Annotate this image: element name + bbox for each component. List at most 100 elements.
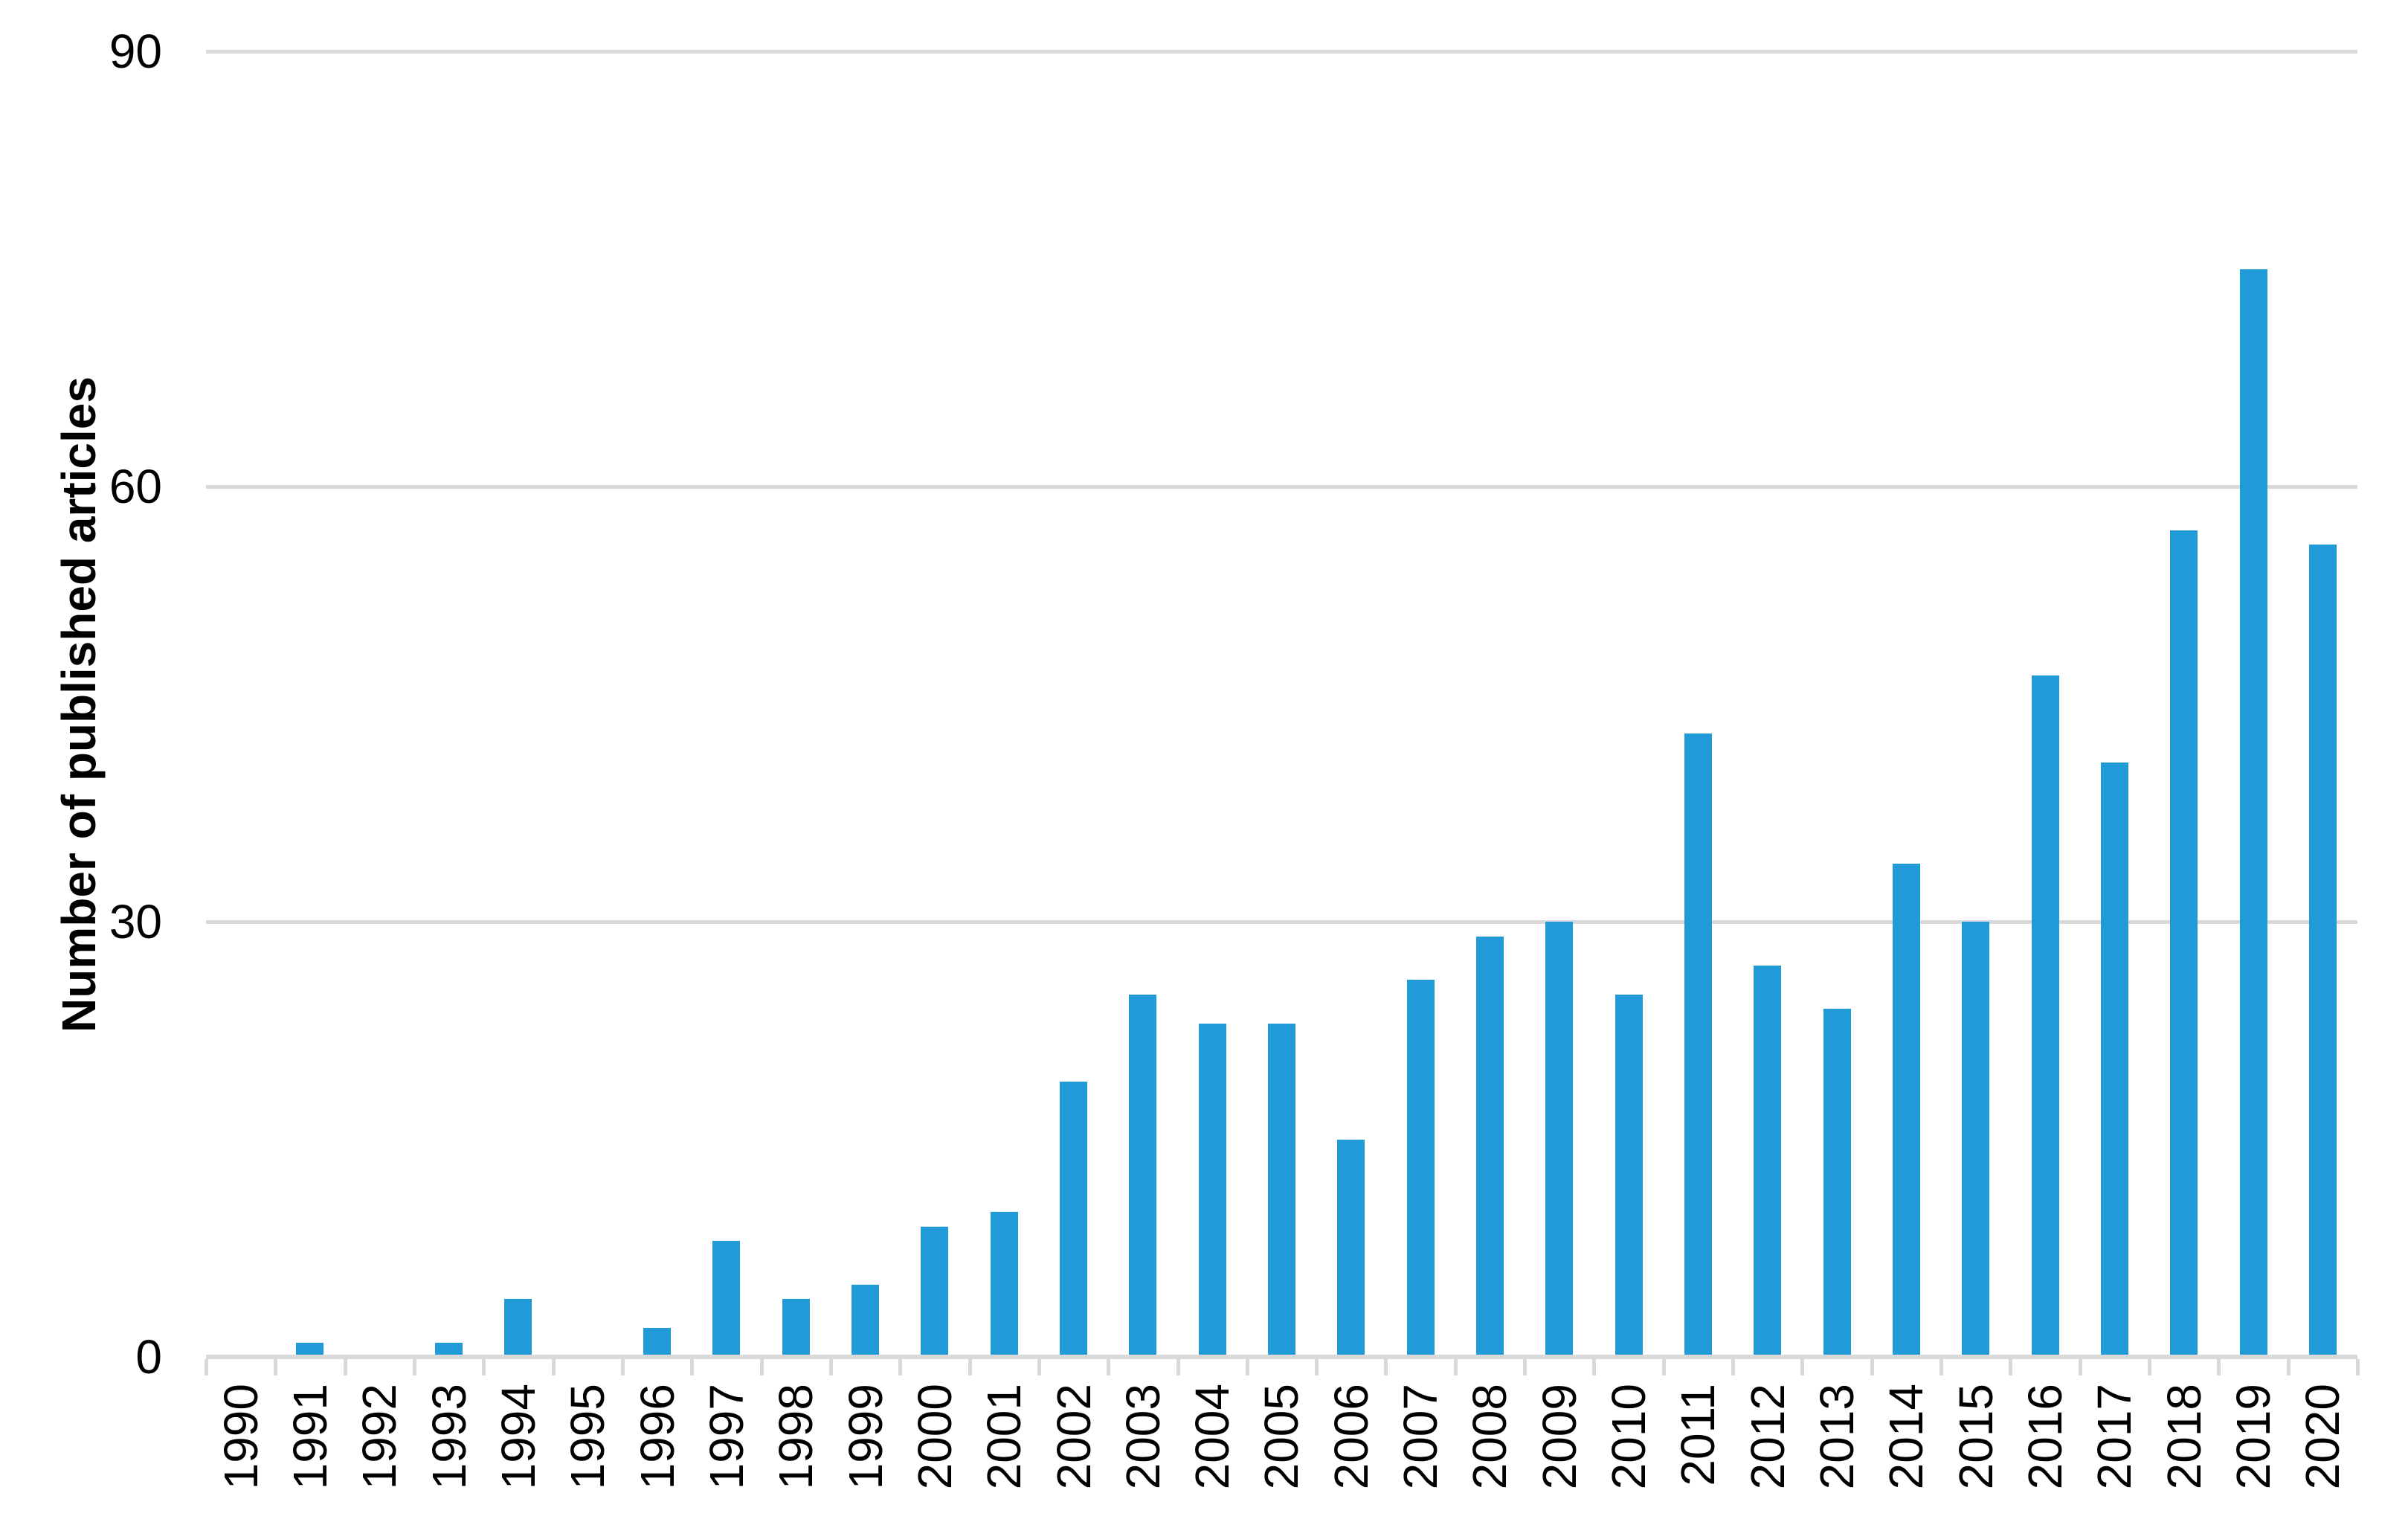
x-axis-tick xyxy=(2217,1359,2221,1375)
x-axis-tick xyxy=(828,1359,833,1375)
bar-1994 xyxy=(504,1299,532,1357)
bar-2003 xyxy=(1129,994,1157,1357)
x-tick-label-box: 1997 xyxy=(692,1384,761,1525)
bar-2008 xyxy=(1475,936,1504,1357)
x-axis-tick xyxy=(274,1359,278,1375)
bar-2010 xyxy=(1615,994,1643,1357)
x-tick-label-box: 2020 xyxy=(2288,1384,2357,1525)
x-tick-label-1997: 1997 xyxy=(699,1384,753,1490)
x-tick-label-2013: 2013 xyxy=(1810,1384,1864,1490)
gridline-90 xyxy=(206,50,2357,54)
x-tick-label-2005: 2005 xyxy=(1255,1384,1309,1490)
x-axis-tick xyxy=(2009,1359,2013,1375)
x-axis-tick xyxy=(1245,1359,1249,1375)
gridline-60 xyxy=(206,485,2357,489)
x-axis-line xyxy=(206,1355,2357,1359)
x-tick-label-2017: 2017 xyxy=(2087,1384,2142,1490)
bar-2005 xyxy=(1268,1023,1295,1357)
x-tick-label-1993: 1993 xyxy=(422,1384,476,1490)
x-tick-label-2014: 2014 xyxy=(1879,1384,1934,1490)
x-axis-tick xyxy=(205,1359,208,1375)
x-axis-tick xyxy=(690,1359,695,1375)
bar-1997 xyxy=(712,1241,741,1357)
bar-1998 xyxy=(782,1299,810,1357)
x-axis-tick xyxy=(1176,1359,1180,1375)
x-tick-label-1991: 1991 xyxy=(283,1384,337,1490)
x-axis-tick xyxy=(1315,1359,1319,1375)
x-tick-label-2018: 2018 xyxy=(2157,1384,2211,1490)
x-tick-label-2003: 2003 xyxy=(1116,1384,1170,1490)
x-axis-tick xyxy=(2286,1359,2291,1375)
bar-2004 xyxy=(1198,1023,1226,1357)
x-tick-label-box: 2004 xyxy=(1178,1384,1247,1525)
x-tick-label-box: 2008 xyxy=(1455,1384,1525,1525)
x-tick-label-box: 2012 xyxy=(1733,1384,1802,1525)
x-tick-label-box: 1995 xyxy=(553,1384,622,1525)
x-tick-label-box: 2001 xyxy=(970,1384,1039,1525)
y-tick-label-60: 60 xyxy=(109,460,162,513)
x-tick-label-2002: 2002 xyxy=(1046,1384,1101,1490)
x-axis-tick xyxy=(2148,1359,2152,1375)
bar-1991 xyxy=(296,1342,324,1357)
x-tick-label-2004: 2004 xyxy=(1185,1384,1240,1490)
bar-2001 xyxy=(990,1212,1018,1357)
bar-2018 xyxy=(2170,530,2198,1357)
x-tick-label-2012: 2012 xyxy=(1740,1384,1794,1490)
x-axis-tick xyxy=(551,1359,556,1375)
bar-2000 xyxy=(921,1226,949,1357)
x-tick-label-box: 2002 xyxy=(1039,1384,1108,1525)
y-tick-label-30: 30 xyxy=(109,895,162,948)
x-tick-label-2009: 2009 xyxy=(1532,1384,1586,1490)
x-axis-tick xyxy=(343,1359,347,1375)
gridline-30 xyxy=(206,920,2357,924)
x-tick-label-box: 2014 xyxy=(1872,1384,1941,1525)
x-tick-label-box: 1998 xyxy=(762,1384,831,1525)
x-tick-label-2016: 2016 xyxy=(2018,1384,2073,1490)
x-tick-label-2007: 2007 xyxy=(1394,1384,1448,1490)
x-axis-tick xyxy=(898,1359,903,1375)
bar-1996 xyxy=(643,1328,672,1357)
x-tick-label-box: 1992 xyxy=(345,1384,414,1525)
x-axis-tick xyxy=(1661,1359,1666,1375)
bar-2019 xyxy=(2239,269,2267,1357)
x-tick-label-box: 2013 xyxy=(1802,1384,1871,1525)
x-axis-tick xyxy=(2078,1359,2082,1375)
bar-2016 xyxy=(2031,675,2059,1357)
x-tick-label-box: 2011 xyxy=(1664,1384,1733,1525)
bar-1993 xyxy=(435,1342,463,1357)
x-tick-label-box: 1994 xyxy=(483,1384,553,1525)
bar-2017 xyxy=(2100,762,2128,1357)
x-tick-label-1995: 1995 xyxy=(561,1384,615,1490)
x-tick-label-2019: 2019 xyxy=(2227,1384,2280,1490)
x-axis-tick xyxy=(1939,1359,1944,1375)
x-tick-label-box: 2003 xyxy=(1108,1384,1177,1525)
x-tick-label-2015: 2015 xyxy=(1948,1384,2003,1490)
bar-2011 xyxy=(1684,733,1712,1357)
x-tick-label-1999: 1999 xyxy=(838,1384,892,1490)
x-tick-label-box: 2019 xyxy=(2218,1384,2288,1525)
x-tick-label-2008: 2008 xyxy=(1463,1384,1517,1490)
x-axis-tick xyxy=(1037,1359,1041,1375)
x-tick-label-box: 1990 xyxy=(206,1384,275,1525)
x-tick-label-1996: 1996 xyxy=(630,1384,684,1490)
x-tick-label-box: 2009 xyxy=(1525,1384,1594,1525)
x-axis-tick xyxy=(759,1359,764,1375)
x-tick-label-box: 1996 xyxy=(622,1384,692,1525)
x-tick-label-box: 2006 xyxy=(1316,1384,1385,1525)
x-tick-label-2000: 2000 xyxy=(907,1384,962,1490)
bar-2012 xyxy=(1754,965,1782,1357)
x-axis-tick xyxy=(412,1359,416,1375)
x-tick-label-2006: 2006 xyxy=(1324,1384,1378,1490)
bar-2015 xyxy=(1962,922,1990,1357)
x-tick-label-2001: 2001 xyxy=(977,1384,1031,1490)
x-tick-label-box: 1993 xyxy=(414,1384,483,1525)
x-axis-tick xyxy=(1592,1359,1597,1375)
bar-1999 xyxy=(852,1284,880,1357)
x-axis-tick xyxy=(1800,1359,1805,1375)
x-axis-tick xyxy=(1107,1359,1111,1375)
bar-2009 xyxy=(1545,922,1574,1357)
y-tick-label-0: 0 xyxy=(135,1330,162,1384)
x-tick-label-box: 2007 xyxy=(1385,1384,1455,1525)
x-tick-label-2020: 2020 xyxy=(2296,1384,2350,1490)
